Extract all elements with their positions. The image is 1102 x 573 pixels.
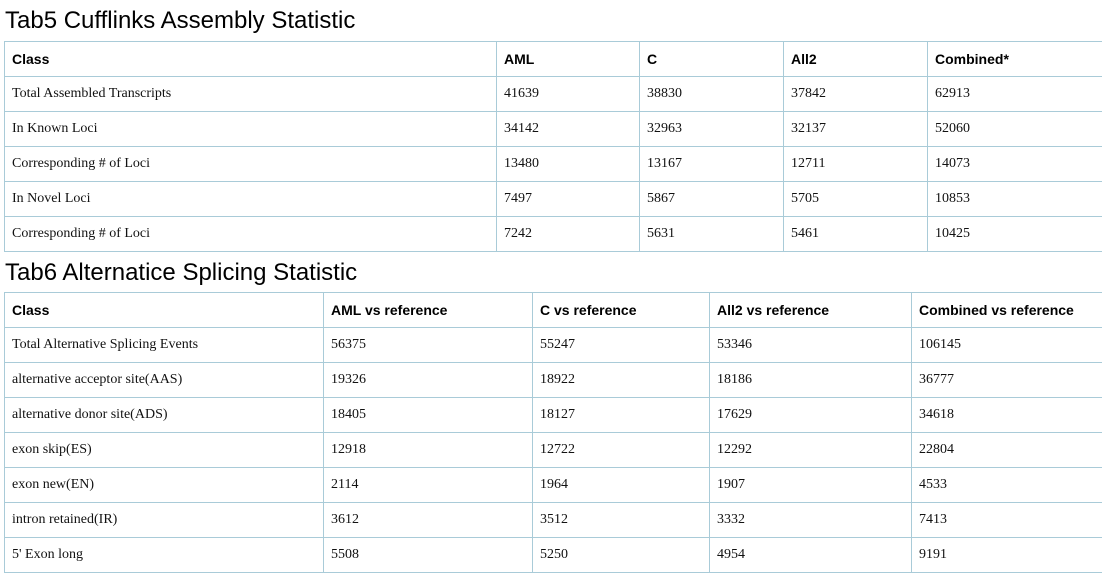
column-header-all2: All2 bbox=[784, 42, 928, 77]
table-row: exon skip(ES) 12918 12722 12292 22804 bbox=[5, 433, 1102, 468]
table-row: Total Alternative Splicing Events 56375 … bbox=[5, 328, 1102, 363]
table-header-row: Class AML C All2 Combined* bbox=[5, 42, 1102, 77]
all2-cell: 17629 bbox=[710, 398, 912, 433]
combined-cell: 7413 bbox=[912, 503, 1102, 538]
row-class-cell: alternative acceptor site(AAS) bbox=[5, 363, 324, 398]
aml-cell: 12918 bbox=[324, 433, 533, 468]
combined-cell: 52060 bbox=[928, 112, 1102, 147]
combined-cell: 10425 bbox=[928, 217, 1102, 252]
c-cell: 1964 bbox=[533, 468, 710, 503]
all2-cell: 53346 bbox=[710, 328, 912, 363]
alternative-splicing-table: Class AML vs reference C vs reference Al… bbox=[4, 292, 1102, 573]
combined-cell: 22804 bbox=[912, 433, 1102, 468]
tab6-title: Tab6 Alternatice Splicing Statistic bbox=[4, 252, 1102, 292]
table-row: alternative donor site(ADS) 18405 18127 … bbox=[5, 398, 1102, 433]
all2-cell: 3332 bbox=[710, 503, 912, 538]
row-class-cell: exon new(EN) bbox=[5, 468, 324, 503]
c-cell: 18922 bbox=[533, 363, 710, 398]
row-class-cell: exon skip(ES) bbox=[5, 433, 324, 468]
c-cell: 18127 bbox=[533, 398, 710, 433]
column-header-all2-vs-reference: All2 vs reference bbox=[710, 293, 912, 328]
row-class-cell: intron retained(IR) bbox=[5, 503, 324, 538]
row-class-cell: Total Assembled Transcripts bbox=[5, 77, 497, 112]
column-header-aml-vs-reference: AML vs reference bbox=[324, 293, 533, 328]
c-cell: 5631 bbox=[640, 217, 784, 252]
table-row: In Known Loci 34142 32963 32137 52060 bbox=[5, 112, 1102, 147]
column-header-c-vs-reference: C vs reference bbox=[533, 293, 710, 328]
column-header-class: Class bbox=[5, 42, 497, 77]
c-cell: 32963 bbox=[640, 112, 784, 147]
all2-cell: 4954 bbox=[710, 538, 912, 573]
aml-cell: 2114 bbox=[324, 468, 533, 503]
combined-cell: 14073 bbox=[928, 147, 1102, 182]
combined-cell: 4533 bbox=[912, 468, 1102, 503]
all2-cell: 1907 bbox=[710, 468, 912, 503]
all2-cell: 5461 bbox=[784, 217, 928, 252]
all2-cell: 18186 bbox=[710, 363, 912, 398]
aml-cell: 7242 bbox=[497, 217, 640, 252]
aml-cell: 3612 bbox=[324, 503, 533, 538]
aml-cell: 13480 bbox=[497, 147, 640, 182]
column-header-class: Class bbox=[5, 293, 324, 328]
cufflinks-assembly-table: Class AML C All2 Combined* Total Assembl… bbox=[4, 41, 1102, 252]
all2-cell: 5705 bbox=[784, 182, 928, 217]
table-row: alternative acceptor site(AAS) 19326 189… bbox=[5, 363, 1102, 398]
combined-cell: 34618 bbox=[912, 398, 1102, 433]
table-row: intron retained(IR) 3612 3512 3332 7413 bbox=[5, 503, 1102, 538]
aml-cell: 7497 bbox=[497, 182, 640, 217]
column-header-aml: AML bbox=[497, 42, 640, 77]
row-class-cell: Corresponding # of Loci bbox=[5, 217, 497, 252]
c-cell: 13167 bbox=[640, 147, 784, 182]
aml-cell: 56375 bbox=[324, 328, 533, 363]
table-row: exon new(EN) 2114 1964 1907 4533 bbox=[5, 468, 1102, 503]
tab5-title: Tab5 Cufflinks Assembly Statistic bbox=[4, 0, 1102, 41]
row-class-cell: In Novel Loci bbox=[5, 182, 497, 217]
combined-cell: 106145 bbox=[912, 328, 1102, 363]
combined-cell: 62913 bbox=[928, 77, 1102, 112]
table-header-row: Class AML vs reference C vs reference Al… bbox=[5, 293, 1102, 328]
table-row: Total Assembled Transcripts 41639 38830 … bbox=[5, 77, 1102, 112]
c-cell: 55247 bbox=[533, 328, 710, 363]
table-row: In Novel Loci 7497 5867 5705 10853 bbox=[5, 182, 1102, 217]
aml-cell: 5508 bbox=[324, 538, 533, 573]
column-header-c: C bbox=[640, 42, 784, 77]
combined-cell: 10853 bbox=[928, 182, 1102, 217]
aml-cell: 34142 bbox=[497, 112, 640, 147]
table-row: Corresponding # of Loci 13480 13167 1271… bbox=[5, 147, 1102, 182]
c-cell: 3512 bbox=[533, 503, 710, 538]
aml-cell: 19326 bbox=[324, 363, 533, 398]
all2-cell: 37842 bbox=[784, 77, 928, 112]
table-row: Corresponding # of Loci 7242 5631 5461 1… bbox=[5, 217, 1102, 252]
column-header-combined-vs-reference: Combined vs reference bbox=[912, 293, 1102, 328]
row-class-cell: Corresponding # of Loci bbox=[5, 147, 497, 182]
table-row: 5' Exon long 5508 5250 4954 9191 bbox=[5, 538, 1102, 573]
all2-cell: 12711 bbox=[784, 147, 928, 182]
row-class-cell: alternative donor site(ADS) bbox=[5, 398, 324, 433]
row-class-cell: 5' Exon long bbox=[5, 538, 324, 573]
c-cell: 38830 bbox=[640, 77, 784, 112]
c-cell: 12722 bbox=[533, 433, 710, 468]
all2-cell: 12292 bbox=[710, 433, 912, 468]
c-cell: 5867 bbox=[640, 182, 784, 217]
all2-cell: 32137 bbox=[784, 112, 928, 147]
row-class-cell: Total Alternative Splicing Events bbox=[5, 328, 324, 363]
c-cell: 5250 bbox=[533, 538, 710, 573]
row-class-cell: In Known Loci bbox=[5, 112, 497, 147]
aml-cell: 18405 bbox=[324, 398, 533, 433]
column-header-combined: Combined* bbox=[928, 42, 1102, 77]
aml-cell: 41639 bbox=[497, 77, 640, 112]
combined-cell: 36777 bbox=[912, 363, 1102, 398]
combined-cell: 9191 bbox=[912, 538, 1102, 573]
